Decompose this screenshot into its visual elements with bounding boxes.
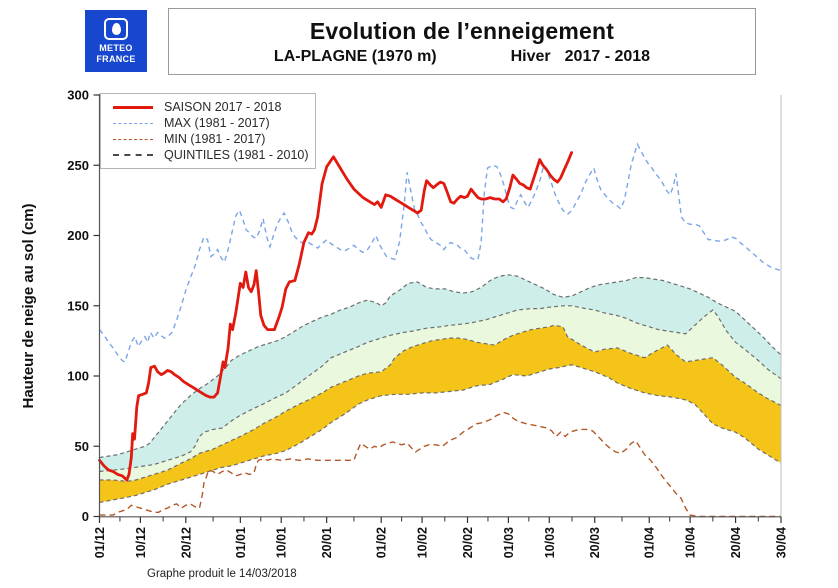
x-tick-label: 20/01 [320, 527, 334, 558]
x-tick-label: 30/04 [775, 527, 789, 558]
max-line [98, 142, 782, 363]
x-tick-label: 01/12 [93, 527, 107, 558]
saison-line-sample [113, 105, 153, 109]
x-tick-label: 20/04 [729, 527, 743, 558]
page-title: Evolution de l’enneigement [309, 17, 615, 44]
quintile-q1-line [99, 364, 782, 503]
legend-label: QUINTILES (1981 - 2010) [164, 148, 309, 162]
y-axis-title: Hauteur de neige au sol (cm) [20, 203, 37, 408]
y-tick-label: 100 [67, 369, 89, 384]
meteo-france-logo: METEO FRANCE [85, 10, 147, 72]
x-tick-label: 10/03 [543, 527, 557, 558]
quintile-q2-line [99, 324, 782, 483]
chart-title-box: Evolution de l’enneigement LA-PLAGNE (19… [168, 8, 756, 75]
y-tick-label: 0 [82, 509, 89, 524]
x-tick-label: 01/03 [502, 527, 516, 558]
legend-item-max: MAX (1981 - 2017) [113, 116, 315, 130]
chart-legend: SAISON 2017 - 2018 MAX (1981 - 2017) MIN… [100, 93, 316, 169]
y-tick-label: 50 [75, 439, 89, 454]
quintile-band-q3-q4 [99, 274, 781, 472]
logo-text-line1: METEO [99, 43, 133, 53]
chart-subtitle: LA-PLAGNE (1970 m) Hiver 2017 - 2018 [274, 48, 650, 66]
x-tick-label: 01/01 [234, 527, 248, 558]
quintiles-line-sample [113, 154, 153, 156]
quintile-q4-line [99, 274, 782, 459]
saison-line [98, 151, 573, 482]
x-tick-label: 10/04 [684, 527, 698, 558]
meteo-france-logo-icon [104, 18, 128, 40]
legend-label: SAISON 2017 - 2018 [164, 100, 282, 114]
quintile-band-q1-q2 [99, 325, 781, 503]
legend-label: MAX (1981 - 2017) [164, 116, 270, 130]
season-word: Hiver [510, 47, 551, 65]
x-tick-label: 10/01 [275, 527, 289, 558]
x-tick-label: 01/04 [643, 527, 657, 558]
quintile-band-q2-q3 [99, 305, 781, 482]
legend-item-quintiles: QUINTILES (1981 - 2010) [113, 148, 315, 162]
produced-date-note: Graphe produit le 14/03/2018 [147, 568, 297, 580]
x-tick-label: 20/12 [179, 527, 193, 558]
x-tick-label: 01/02 [375, 527, 389, 558]
y-tick-label: 300 [67, 88, 89, 103]
x-tick-label: 10/12 [134, 527, 148, 558]
logo-text-line2: FRANCE [96, 54, 136, 64]
y-tick-label: 150 [67, 298, 89, 313]
min-line [99, 411, 781, 518]
x-tick-label: 10/02 [416, 527, 430, 558]
max-line-sample [113, 122, 153, 124]
legend-item-min: MIN (1981 - 2017) [113, 132, 315, 146]
min-line-sample [113, 138, 153, 140]
y-tick-label: 200 [67, 228, 89, 243]
season-years: 2017 - 2018 [564, 47, 651, 65]
x-tick-label: 20/02 [461, 527, 475, 558]
x-tick-label: 20/03 [588, 527, 602, 558]
legend-label: MIN (1981 - 2017) [164, 132, 266, 146]
station-label: LA-PLAGNE (1970 m) [273, 47, 437, 65]
quintile-q3-line [99, 305, 782, 473]
y-tick-label: 250 [67, 158, 89, 173]
legend-item-saison: SAISON 2017 - 2018 [113, 100, 315, 114]
